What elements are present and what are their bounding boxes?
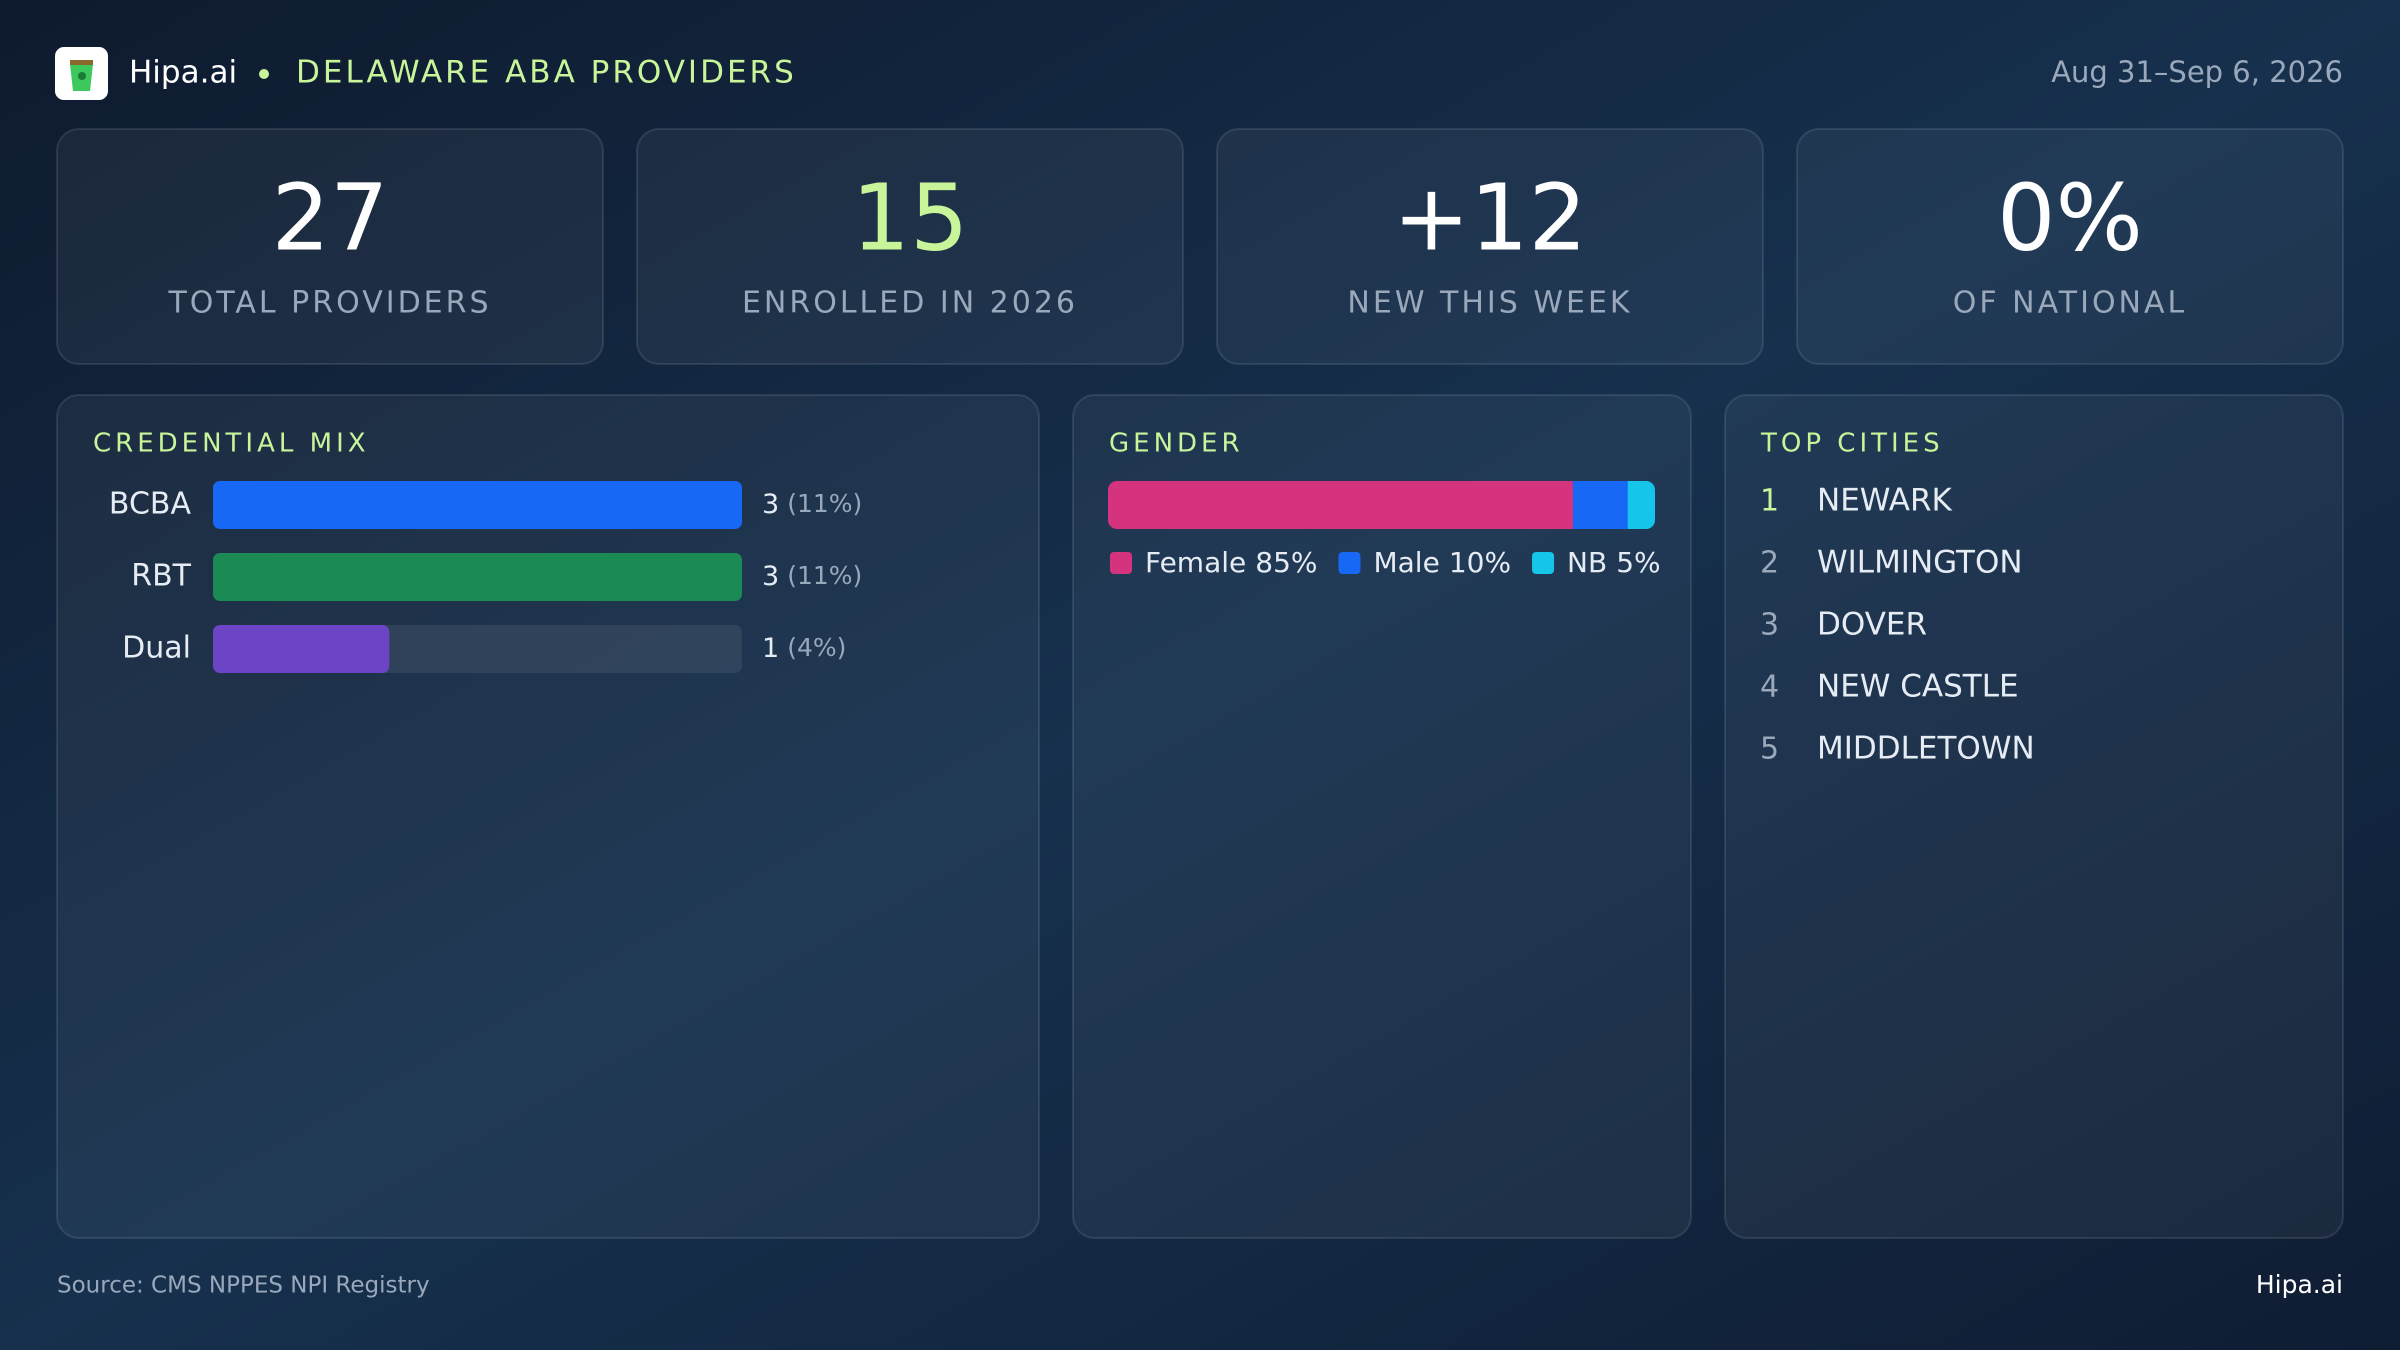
footer-brand: Hipa.ai — [2256, 1270, 2343, 1299]
city-rank: 1 — [1760, 484, 1779, 519]
bar — [213, 553, 742, 601]
legend-entry: Male 10% — [1373, 546, 1511, 579]
city-rank: 2 — [1760, 546, 1779, 581]
legend-name: NB — [1567, 546, 1607, 579]
legend-swatch — [1532, 552, 1555, 574]
date-range: Aug 31–Sep 6, 2026 — [2051, 55, 2343, 89]
kpi-label: OF NATIONAL — [1953, 286, 2188, 321]
city-name: NEW CASTLE — [1817, 669, 2019, 705]
value-label: 3 (11%) — [762, 561, 862, 592]
panel-title: GENDER — [1109, 429, 1244, 459]
kpi-label: TOTAL PROVIDERS — [167, 286, 491, 321]
value: 3 — [762, 489, 779, 520]
city-rank: 4 — [1760, 670, 1779, 705]
kpi-row: 27 TOTAL PROVIDERS 15 ENROLLED IN 2026 +12 NE… — [56, 128, 2344, 365]
bar-segment — [1627, 481, 1655, 529]
kpi-value: 27 — [271, 164, 388, 271]
city-rank: 3 — [1760, 608, 1779, 643]
kpi-value: 0% — [1997, 164, 2143, 271]
legend-value: 85% — [1255, 546, 1317, 579]
cities-panel — [1724, 394, 2344, 1239]
legend-swatch — [1110, 552, 1132, 574]
panel-title: TOP CITIES — [1760, 429, 1944, 459]
source-note: Source: CMS NPPES NPI Registry — [57, 1273, 430, 1299]
legend-name: Female — [1145, 546, 1246, 579]
bar-segment — [1572, 481, 1628, 529]
gender-panel — [1072, 394, 1692, 1239]
city-name: WILMINGTON — [1817, 545, 2023, 581]
share: (4%) — [787, 633, 846, 662]
legend-value: 5% — [1616, 546, 1660, 579]
separator — [259, 69, 269, 79]
panel-title: CREDENTIAL MIX — [93, 429, 370, 459]
kpi-label: NEW THIS WEEK — [1347, 286, 1632, 321]
value-label: 1 (4%) — [762, 633, 846, 664]
kpi-value: +12 — [1393, 164, 1587, 271]
city-name: DOVER — [1817, 607, 1927, 643]
legend-entry: NB 5% — [1567, 546, 1661, 579]
logo — [55, 47, 108, 100]
bar-label: Dual — [122, 631, 191, 666]
kpi-value: 15 — [851, 164, 968, 271]
value-label: 3 (11%) — [762, 489, 862, 520]
bar — [213, 481, 742, 529]
city-name: MIDDLETOWN — [1817, 731, 2035, 767]
bar-label: RBT — [131, 559, 191, 594]
bar — [213, 625, 390, 673]
legend-name: Male — [1373, 546, 1439, 579]
value: 3 — [762, 561, 779, 592]
kpi-card — [56, 128, 604, 365]
legend-value: 10% — [1449, 546, 1511, 579]
share: (11%) — [787, 489, 862, 518]
credential-panel — [56, 394, 1040, 1239]
page-title: DELAWARE ABA PROVIDERS — [296, 55, 797, 91]
brand: Hipa.ai — [129, 55, 237, 91]
kpi-card — [1216, 128, 1764, 365]
bar-label: BCBA — [109, 487, 192, 522]
city-name: NEWARK — [1817, 483, 1952, 519]
kpi-card — [1796, 128, 2344, 365]
share: (11%) — [787, 561, 862, 590]
kpi-label: ENROLLED IN 2026 — [742, 286, 1078, 321]
city-rank: 5 — [1760, 732, 1779, 767]
legend-entry: Female 85% — [1145, 546, 1317, 579]
kpi-card — [636, 128, 1184, 365]
bar-segment — [1108, 481, 1573, 529]
value: 1 — [762, 633, 779, 664]
legend-swatch — [1338, 552, 1361, 574]
